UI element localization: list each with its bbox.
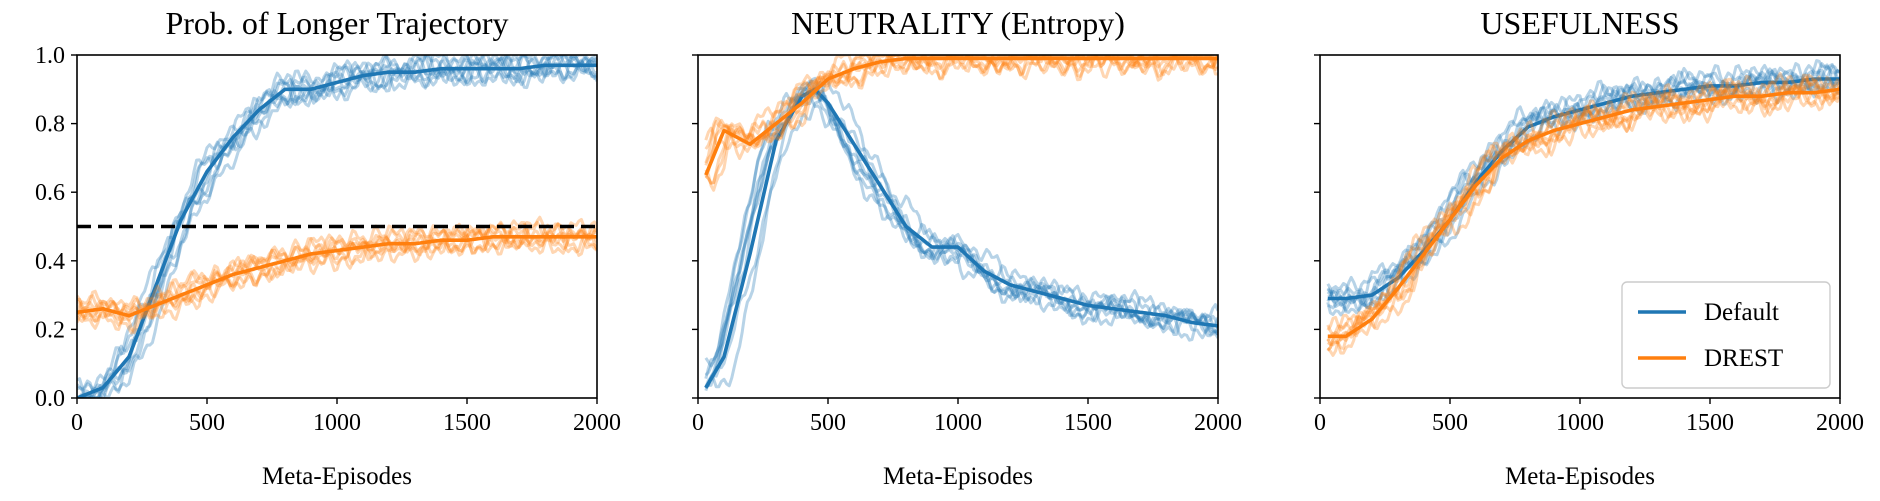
seed-run-line-drest — [704, 55, 1218, 164]
x-tick-label: 500 — [189, 410, 225, 436]
seed-run-line-drest — [1326, 74, 1840, 342]
seed-run-line-drest — [77, 222, 597, 323]
y-tick-label: 1.0 — [35, 43, 65, 69]
x-tick-label: 0 — [692, 410, 704, 436]
y-tick-label: 0.4 — [35, 249, 65, 275]
x-tick-label: 1000 — [1556, 410, 1604, 436]
x-tick-label: 2000 — [1816, 410, 1864, 436]
series-line-default — [704, 87, 1218, 389]
y-tick-label: 0.2 — [35, 317, 65, 343]
legend: Default DREST — [1621, 281, 1831, 389]
chart-title: Prob. of Longer Trajectory — [165, 5, 508, 41]
y-tick-label: 0.0 — [35, 386, 65, 412]
seed-run-line-default — [77, 55, 597, 395]
plot-area — [704, 55, 1218, 392]
y-tick-label: 0.6 — [35, 180, 65, 206]
x-tick-label: 0 — [1314, 410, 1326, 436]
series-line-drest — [704, 56, 1218, 176]
x-tick-label: 500 — [810, 410, 846, 436]
x-axis-label: Meta-Episodes — [1505, 463, 1655, 490]
seed-run-line-drest — [77, 217, 597, 330]
series-line-drest — [1327, 87, 1840, 339]
seed-run-line-default — [1327, 64, 1840, 315]
x-axis-label: Meta-Episodes — [262, 463, 412, 490]
seed-run-line-drest — [704, 55, 1218, 160]
seed-run-line-default — [704, 86, 1218, 377]
legend-box — [1621, 281, 1831, 389]
seed-run-line-default — [77, 55, 597, 398]
seed-run-line-drest — [77, 223, 597, 323]
chart-title: USEFULNESS — [1480, 5, 1679, 41]
y-tick-label: 0.8 — [35, 112, 65, 138]
legend-label-default: Default — [1704, 299, 1779, 326]
x-tick-label: 500 — [1432, 410, 1468, 436]
x-tick-label: 0 — [71, 410, 83, 436]
seed-run-line-default — [704, 90, 1218, 379]
panel-neutrality-entropy: NEUTRALITY (Entropy) Meta-Episodes 0 500 1… — [692, 5, 1242, 490]
seed-run-line-default — [77, 55, 597, 392]
plot-area — [77, 55, 597, 398]
seed-run-line-drest — [1326, 80, 1840, 337]
panel-prob-longer-trajectory: Prob. of Longer Trajectory Meta-Episodes… — [35, 5, 621, 490]
legend-label-drest: DREST — [1704, 345, 1783, 372]
seed-run-line-drest — [704, 55, 1218, 185]
seed-run-line-drest — [704, 55, 1218, 166]
x-tick-label: 1500 — [443, 410, 491, 436]
plot-area — [1326, 59, 1840, 357]
seed-run-line-drest — [1326, 73, 1840, 351]
series-line-default — [1327, 77, 1840, 301]
x-tick-label: 2000 — [573, 410, 621, 436]
seed-run-line-drest — [704, 55, 1218, 150]
series-line-drest — [77, 235, 597, 318]
x-tick-label: 1500 — [1064, 410, 1112, 436]
x-tick-label: 2000 — [1194, 410, 1242, 436]
x-tick-label: 1000 — [313, 410, 361, 436]
panel-usefulness: USEFULNESS Meta-Episodes 0 500 1000 1500 200… — [1314, 5, 1864, 490]
seed-run-line-default — [77, 55, 597, 398]
series-line-default — [77, 63, 597, 398]
x-tick-label: 1500 — [1686, 410, 1734, 436]
seed-run-line-default — [704, 90, 1218, 368]
seed-run-line-drest — [77, 222, 597, 320]
seed-run-line-default — [1326, 65, 1840, 307]
seed-run-line-drest — [1326, 77, 1840, 352]
seed-run-line-drest — [1326, 75, 1840, 355]
chart-title: NEUTRALITY (Entropy) — [791, 5, 1125, 41]
x-tick-label: 1000 — [934, 410, 982, 436]
x-axis-label: Meta-Episodes — [883, 463, 1033, 490]
